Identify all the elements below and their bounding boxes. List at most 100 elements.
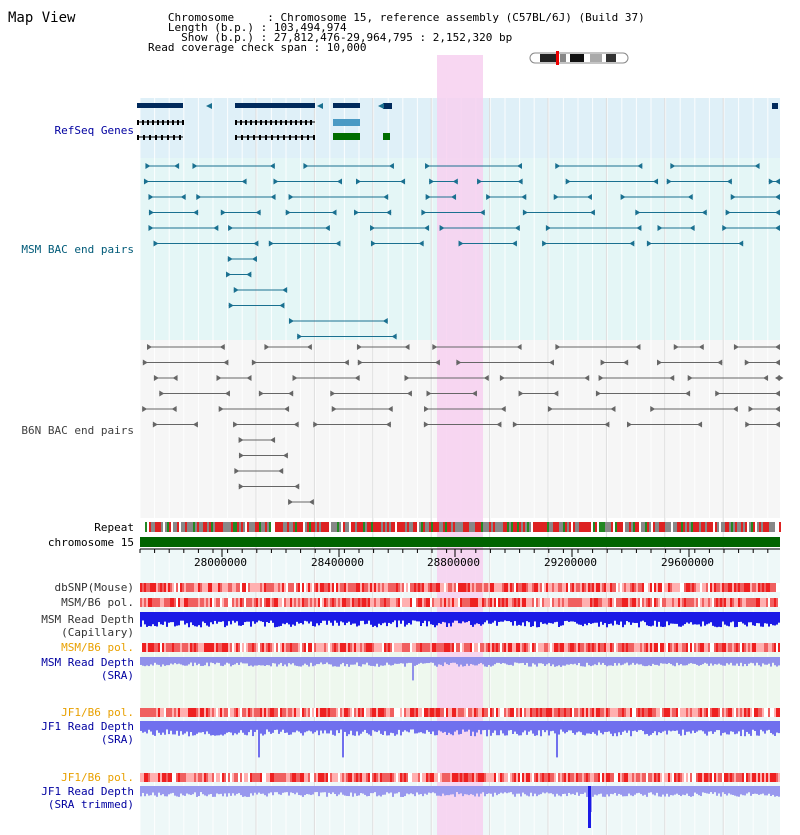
msm-b6-pol-sra-label[interactable]: MSM/B6 pol.: [61, 641, 134, 654]
heat-cell: [516, 773, 518, 782]
heat-cell: [482, 708, 484, 717]
depth-bar: [618, 786, 620, 794]
chromosome-label[interactable]: chromosome 15: [47, 536, 134, 549]
repeat-segment: [151, 522, 153, 532]
depth-bar: [330, 721, 332, 731]
depth-bar: [698, 657, 700, 666]
heat-tracks[interactable]: [140, 583, 780, 782]
heat-cell: [186, 583, 188, 592]
heat-cell: [418, 708, 420, 717]
heat-cell: [634, 598, 636, 607]
heat-cell: [304, 598, 306, 607]
depth-bar: [144, 612, 146, 625]
heat-cell: [224, 598, 226, 607]
jf1-b6-pol-trim-label[interactable]: JF1/B6 pol.: [61, 771, 134, 784]
depth-bar: [700, 786, 702, 797]
depth-bar: [596, 657, 598, 666]
bac-end-arrow: [471, 390, 477, 397]
heat-cell: [704, 583, 706, 592]
highlight-region[interactable]: [437, 55, 483, 835]
depth-tracks[interactable]: [140, 612, 780, 828]
heat-cell: [200, 773, 202, 782]
depth-bar: [216, 612, 218, 624]
depth-bar: [442, 657, 444, 667]
heat-cell: [266, 643, 268, 652]
depth-bar: [300, 612, 302, 623]
repeat-segment: [277, 522, 279, 532]
depth-bar: [214, 721, 216, 736]
depth-bar: [378, 721, 380, 731]
depth-bar: [328, 612, 330, 621]
track-features[interactable]: [137, 103, 784, 505]
depth-bar: [406, 786, 408, 794]
heat-cell: [300, 643, 302, 652]
heat-cell: [650, 643, 652, 652]
jf1-depth-trim-label[interactable]: JF1 Read Depth: [41, 785, 134, 798]
refseq-genes-label[interactable]: RefSeq Genes: [54, 124, 134, 137]
msm-bac-label[interactable]: MSM BAC end pairs: [21, 243, 134, 256]
depth-bar: [756, 612, 758, 624]
msm-depth-cap-label[interactable]: MSM Read Depth: [41, 613, 134, 626]
depth-bar: [768, 786, 770, 794]
chromosome-ideogram[interactable]: [529, 51, 629, 65]
msm-b6-pol-label[interactable]: MSM/B6 pol.: [61, 596, 134, 609]
heat-cell: [452, 773, 454, 782]
bac-end-arrow: [406, 390, 412, 397]
repeat-segment: [403, 522, 405, 532]
depth-bar: [320, 612, 322, 624]
bac-end-arrow: [517, 178, 523, 185]
depth-bar: [668, 721, 670, 731]
repeat-segment: [165, 522, 167, 532]
chromosome-bar[interactable]: [140, 537, 780, 547]
repeat-segment: [401, 522, 403, 532]
depth-bar: [278, 657, 280, 665]
depth-bar: [750, 721, 752, 736]
heat-cell: [658, 598, 660, 607]
heat-cell: [618, 643, 620, 652]
heat-cell: [604, 598, 606, 607]
dbsnp-label[interactable]: dbSNP(Mouse): [54, 581, 134, 594]
msm-depth-sra-label[interactable]: MSM Read Depth: [41, 656, 134, 669]
depth-bar: [632, 786, 634, 797]
depth-bar: [626, 721, 628, 733]
repeat-segment: [233, 522, 235, 532]
bac-end-arrow: [324, 225, 330, 231]
heat-cell: [384, 643, 386, 652]
depth-bar: [200, 786, 202, 793]
ruler-tick-label: 29600000: [661, 556, 714, 569]
depth-bar: [728, 786, 730, 794]
heat-cell: [490, 708, 492, 717]
heat-cell: [536, 583, 538, 592]
b6n-bac-label[interactable]: B6N BAC end pairs: [21, 424, 134, 437]
heat-cell: [524, 598, 526, 607]
depth-bar: [580, 657, 582, 667]
depth-bar: [604, 612, 606, 624]
depth-bar: [300, 657, 302, 667]
depth-bar: [482, 612, 484, 625]
repeat-segment: [279, 522, 281, 532]
heat-cell: [488, 643, 490, 652]
repeat-segment: [611, 522, 613, 532]
heat-cell: [142, 773, 144, 782]
repeat-segment: [405, 522, 407, 532]
depth-bar: [552, 657, 554, 665]
depth-bar: [232, 721, 234, 736]
jf1-b6-pol-label[interactable]: JF1/B6 pol.: [61, 706, 134, 719]
heat-cell: [384, 598, 386, 607]
repeat-track[interactable]: [145, 522, 781, 532]
repeat-label[interactable]: Repeat: [94, 521, 134, 534]
heat-cell: [402, 583, 404, 592]
depth-bar: [738, 786, 740, 797]
depth-bar: [398, 721, 400, 730]
depth-bar: [694, 612, 696, 625]
heat-cell: [172, 643, 174, 652]
jf1-depth-sra-label[interactable]: JF1 Read Depth: [41, 720, 134, 733]
depth-bar: [174, 657, 176, 664]
heat-cell: [222, 598, 224, 607]
heat-cell: [614, 583, 616, 592]
depth-bar: [596, 612, 598, 623]
bac-end-arrow: [775, 194, 780, 200]
depth-bar: [174, 612, 176, 627]
heat-cell: [724, 708, 726, 717]
